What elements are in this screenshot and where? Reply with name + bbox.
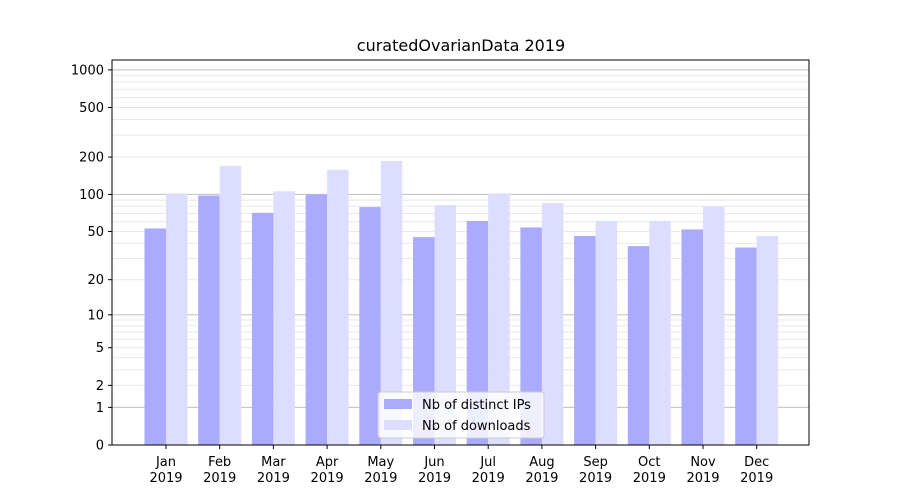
x-tick-label-year: 2019 [686, 471, 719, 486]
bar [144, 228, 166, 445]
x-tick-label-year: 2019 [257, 471, 290, 486]
x-tick-label-month: Apr [316, 455, 339, 470]
bar [735, 247, 757, 445]
x-tick-label-month: Nov [690, 455, 716, 470]
bar [703, 206, 725, 445]
y-tick-label: 5 [96, 341, 104, 356]
x-tick-label-month: Jul [479, 455, 496, 470]
y-tick-label: 2 [96, 379, 104, 394]
y-tick-label: 100 [79, 188, 104, 203]
y-tick-label: 0 [96, 439, 104, 454]
legend: Nb of distinct IPs Nb of downloads [377, 391, 545, 439]
y-tick-label: 10 [87, 308, 104, 323]
x-tick-label-year: 2019 [418, 471, 451, 486]
plot-frame [111, 59, 810, 446]
x-tick-label-year: 2019 [364, 471, 397, 486]
x-tick-label-month: Dec [744, 455, 769, 470]
bar [305, 194, 328, 445]
bar [520, 227, 542, 445]
x-tick-label-year: 2019 [149, 471, 182, 486]
bar [488, 193, 510, 445]
x-tick-label-year: 2019 [633, 471, 666, 486]
bar [251, 212, 274, 445]
x-tick-label-year: 2019 [203, 471, 236, 486]
x-tick-label-month: Jun [423, 455, 444, 470]
y-tick-label: 50 [87, 225, 104, 240]
bar [541, 203, 564, 445]
bar [166, 193, 188, 445]
bar [681, 229, 703, 445]
bar [198, 195, 220, 445]
x-tick-label-year: 2019 [311, 471, 344, 486]
x-axis: Jan2019Feb2019Mar2019Apr2019May2019Jun20… [149, 445, 773, 486]
legend-box [377, 391, 545, 439]
x-tick-label-month: Jan [155, 455, 176, 470]
x-tick-label-month: Aug [529, 455, 554, 470]
y-axis: 0 1 2 5 10 20 50 100 200 500 1000 [71, 63, 112, 454]
bar [434, 205, 456, 445]
bar [219, 165, 242, 446]
bar [273, 191, 295, 445]
legend-label: Nb of downloads [422, 419, 531, 434]
y-tick-label: 20 [87, 273, 104, 288]
x-tick-label-month: Sep [583, 455, 608, 470]
bar [574, 235, 596, 445]
bar [359, 207, 381, 445]
bar [756, 235, 779, 445]
x-tick-label-month: Feb [208, 455, 231, 470]
x-tick-label-month: Mar [261, 455, 286, 470]
bar [327, 169, 349, 445]
chart-title: curatedOvarianData 2019 [357, 36, 565, 55]
bar [380, 160, 403, 445]
bar [627, 246, 650, 445]
x-tick-label-year: 2019 [740, 471, 773, 486]
bar [595, 220, 618, 445]
x-tick-label-month: Oct [638, 455, 660, 470]
x-tick-label-month: May [367, 455, 394, 470]
bar [649, 220, 671, 445]
x-tick-label-year: 2019 [525, 471, 558, 486]
legend-label: Nb of distinct IPs [422, 398, 531, 413]
y-tick-label: 1 [96, 401, 104, 416]
x-tick-label-year: 2019 [472, 471, 505, 486]
y-tick-label: 1000 [71, 63, 104, 78]
bar [466, 220, 489, 445]
legend-swatch [384, 420, 412, 430]
legend-swatch [384, 399, 412, 409]
y-tick-label: 500 [79, 101, 104, 116]
x-tick-label-year: 2019 [579, 471, 612, 486]
y-tick-label: 200 [79, 151, 104, 166]
